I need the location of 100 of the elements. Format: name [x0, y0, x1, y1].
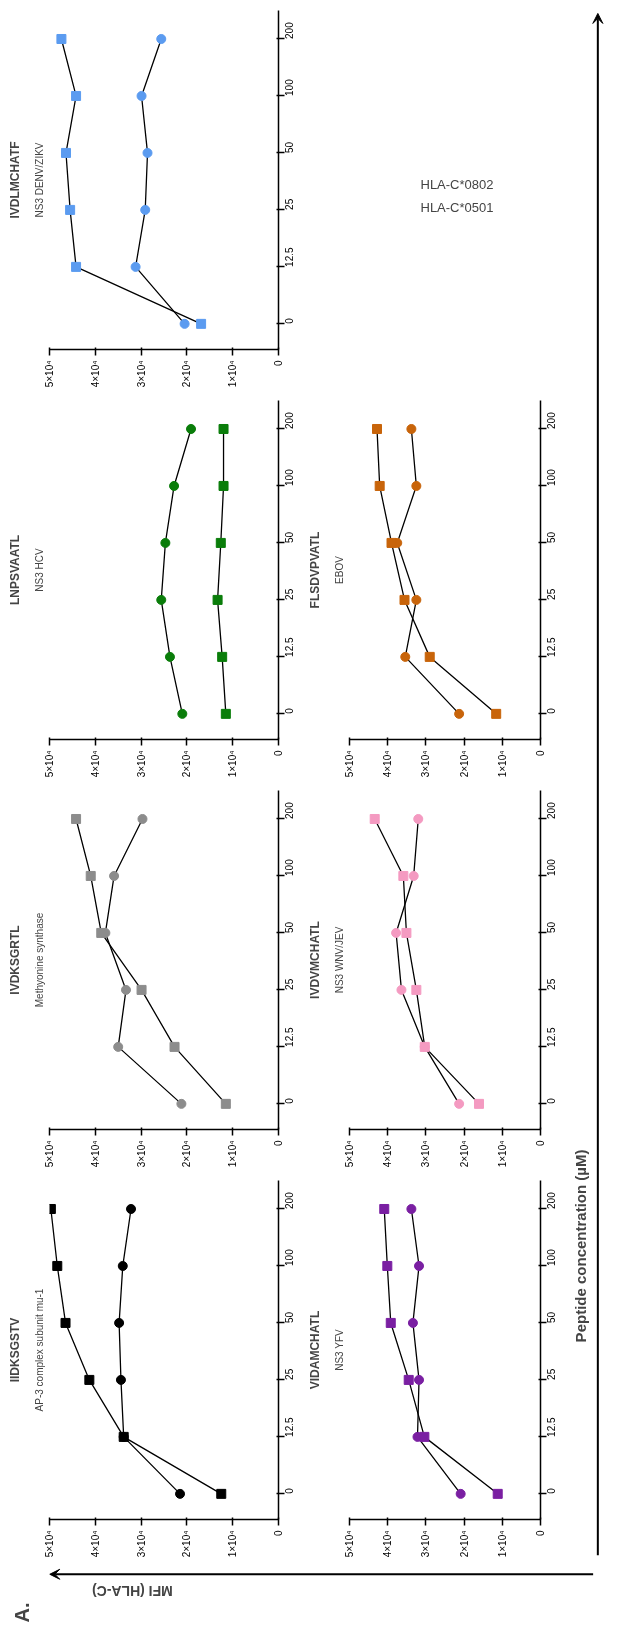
text: EBOV: [333, 555, 345, 584]
x-tick-label: 2×10⁴: [181, 750, 193, 778]
text: IVDKSGRTL: [7, 925, 22, 995]
point: [385, 1317, 396, 1328]
x-tick-label: 5×10⁴: [344, 750, 355, 778]
text: IVDLMCHATF: [7, 141, 22, 219]
point: [454, 708, 465, 719]
x-tick-label: 0: [273, 360, 284, 367]
point: [212, 594, 223, 605]
x-tick-label: 4×10⁴: [89, 1530, 101, 1558]
text: NS3 DENV/ZIKV: [33, 142, 45, 218]
y-tick-label: 0: [284, 1097, 296, 1104]
point: [56, 33, 67, 44]
point: [379, 1203, 390, 1214]
x-tick-label: 2×10⁴: [181, 1530, 193, 1558]
point: [71, 813, 82, 824]
text: IIDKSGSTV: [7, 1317, 22, 1383]
y-tick-label: 25: [284, 588, 296, 600]
y-tick-label: 25: [284, 198, 296, 210]
x-tick-label: 3×10⁴: [420, 750, 432, 778]
point: [52, 1260, 63, 1271]
y-tick-label: 50: [284, 141, 296, 153]
point: [126, 1204, 137, 1214]
y-tick-label: 12.5: [546, 1026, 558, 1047]
y-tick-label: 100: [546, 858, 558, 876]
y-tick-label: 100: [284, 78, 296, 96]
x-tick-label: 4×10⁴: [89, 360, 101, 388]
y-tick-label: 25: [284, 978, 296, 990]
x-tick-label: 5×10⁴: [344, 1140, 355, 1168]
point: [71, 90, 82, 101]
x-tick-label: 5×10⁴: [44, 1140, 55, 1168]
y-tick-label: 200: [284, 801, 296, 819]
y-tick-label: 50: [284, 531, 296, 543]
point: [60, 1317, 71, 1328]
point: [372, 423, 382, 434]
x-tick-label: 1×10⁴: [227, 360, 239, 388]
x-tick-label: 0: [535, 1530, 546, 1537]
y-tick-label: 50: [546, 921, 558, 933]
x-tick-label: 1×10⁴: [496, 1140, 508, 1168]
y-tick-label: 25: [546, 588, 558, 600]
point: [408, 870, 419, 881]
point: [419, 1431, 430, 1442]
y-tick-label: 200: [546, 1191, 558, 1209]
point: [424, 651, 435, 662]
point: [491, 708, 502, 719]
x-tick-label: 3×10⁴: [135, 360, 147, 388]
point: [169, 480, 180, 491]
x-tick-label: 5×10⁴: [44, 1530, 55, 1558]
text: NS3 HCV: [33, 548, 45, 592]
point: [474, 1098, 484, 1109]
y-tick-label: 50: [284, 921, 296, 933]
point: [117, 1260, 128, 1271]
y-tick-label: 12.5: [284, 1416, 296, 1437]
x-tick-label: 1×10⁴: [227, 750, 239, 778]
x-tick-label: 3×10⁴: [135, 750, 147, 778]
x-tick-label: 5×10⁴: [344, 1530, 355, 1558]
x-tick-label: 2×10⁴: [181, 1140, 193, 1168]
x-tick-label: 4×10⁴: [89, 1140, 101, 1168]
text: AP-3 complex subunit mu-1: [33, 1288, 45, 1412]
point: [196, 318, 207, 329]
point: [160, 537, 171, 548]
text: LNPSVAATL: [7, 534, 22, 606]
y-tick-label: 50: [546, 1311, 558, 1323]
point: [401, 927, 412, 938]
point: [369, 813, 380, 824]
x-tick-label: 3×10⁴: [135, 1140, 147, 1168]
y-axis-title: Peptide concentration (µM): [572, 1149, 590, 1343]
point: [398, 870, 409, 881]
y-tick-label: 25: [546, 1368, 558, 1380]
x-tick-label: 4×10⁴: [382, 1530, 394, 1558]
x-tick-label: 2×10⁴: [181, 360, 193, 388]
point: [215, 537, 226, 548]
point: [382, 1260, 393, 1271]
y-tick-label: 12.5: [546, 1416, 558, 1437]
x-tick-label: 2×10⁴: [458, 1140, 470, 1168]
y-tick-label: 50: [546, 531, 558, 543]
point: [406, 1204, 417, 1214]
point: [374, 480, 385, 491]
y-tick-label: 100: [284, 858, 296, 876]
point: [414, 1374, 425, 1385]
point: [176, 1098, 187, 1109]
text: FLSDVPVATL: [307, 531, 322, 609]
point: [109, 870, 120, 881]
text: HLA-C*0501: [420, 199, 494, 214]
x-tick-label: 4×10⁴: [382, 1140, 394, 1168]
point: [96, 927, 107, 938]
point: [169, 1041, 180, 1052]
point: [115, 1374, 126, 1385]
y-tick-label: 0: [284, 317, 296, 324]
point: [186, 424, 197, 434]
point: [164, 651, 175, 662]
point: [140, 204, 151, 215]
point: [406, 424, 417, 434]
point: [396, 984, 407, 995]
text: Methyonine synthase: [33, 912, 45, 1008]
point: [411, 594, 422, 605]
point: [120, 984, 131, 995]
x-tick-label: 3×10⁴: [420, 1530, 432, 1558]
y-tick-label: 200: [546, 801, 558, 819]
point: [156, 34, 167, 44]
